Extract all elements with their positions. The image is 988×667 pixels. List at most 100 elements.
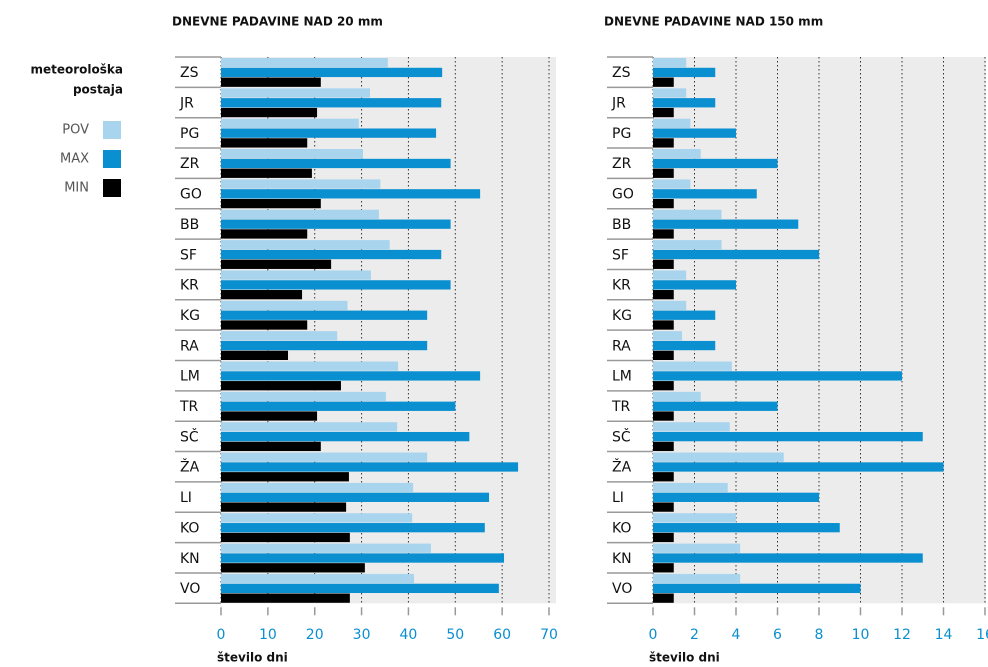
- bar: [221, 88, 371, 98]
- bar: [653, 198, 674, 209]
- bar: [221, 502, 347, 512]
- bar: [653, 411, 674, 421]
- bar: [221, 401, 456, 411]
- bar: [221, 462, 519, 472]
- bar: [653, 300, 687, 311]
- bar: [221, 532, 350, 543]
- y-tick-label: ŽA: [612, 458, 632, 476]
- y-tick-label: VO: [180, 581, 200, 597]
- bar: [653, 502, 674, 512]
- bar: [653, 138, 674, 148]
- y-tick-label: RA: [180, 338, 199, 354]
- bar: [653, 513, 736, 523]
- x-tick-label: 8: [815, 627, 824, 643]
- y-tick-label: PG: [180, 126, 199, 142]
- bar: [221, 573, 415, 584]
- bar: [221, 583, 499, 594]
- y-tick-label: RA: [612, 338, 631, 354]
- bar: [221, 381, 341, 391]
- y-tick-label: KG: [612, 308, 632, 324]
- bar: [221, 149, 363, 159]
- bar: [653, 77, 674, 87]
- bar: [221, 280, 451, 290]
- y-tick-label: JR: [179, 96, 194, 112]
- legend-swatch: [103, 150, 121, 168]
- bar: [653, 381, 674, 391]
- bar: [653, 107, 674, 118]
- bar: [653, 98, 716, 108]
- bar: [653, 280, 736, 290]
- bar: [221, 452, 428, 462]
- bar: [221, 543, 431, 553]
- y-tick-label: SČ: [612, 427, 631, 445]
- x-tick-label: 10: [852, 627, 870, 643]
- bar: [221, 411, 318, 421]
- bar: [221, 77, 321, 87]
- bar: [221, 118, 359, 128]
- bar: [221, 179, 381, 189]
- bar: [653, 482, 728, 493]
- bar: [221, 240, 390, 250]
- bar: [653, 179, 691, 189]
- legend-title: meteorološka: [30, 63, 123, 77]
- bar: [653, 452, 784, 462]
- axis-title: število dni: [217, 651, 288, 665]
- y-tick-label: KN: [180, 551, 200, 567]
- legend-swatch: [103, 121, 121, 139]
- y-tick-label: LM: [180, 369, 200, 385]
- chart-title: DNEVNE PADAVINE NAD 20 mm: [172, 15, 383, 29]
- x-tick-label: 30: [353, 627, 371, 643]
- x-tick-label: 2: [690, 627, 699, 643]
- bar: [653, 320, 674, 330]
- bar: [221, 209, 379, 220]
- x-tick-label: 12: [893, 627, 911, 643]
- bar: [653, 340, 716, 351]
- bar: [653, 553, 923, 563]
- bar: [653, 401, 778, 411]
- legend-title: postaja: [73, 83, 123, 97]
- bar: [653, 249, 819, 260]
- bar: [221, 189, 481, 199]
- bar: [653, 350, 674, 360]
- y-tick-label: KN: [612, 551, 632, 567]
- bar: [221, 350, 289, 360]
- bar: [221, 67, 443, 78]
- bar: [653, 371, 902, 381]
- x-tick-label: 50: [446, 627, 464, 643]
- bar: [653, 543, 741, 553]
- bar: [653, 422, 730, 432]
- bar: [221, 441, 321, 452]
- x-tick-label: 10: [259, 627, 277, 643]
- legend-label: POV: [62, 123, 89, 138]
- x-tick-label: 60: [493, 627, 511, 643]
- chart-title: DNEVNE PADAVINE NAD 150 mm: [604, 15, 823, 29]
- bar: [221, 219, 451, 229]
- bar: [653, 331, 683, 341]
- bar: [221, 563, 365, 573]
- y-tick-label: LI: [612, 490, 624, 506]
- bar: [653, 270, 687, 280]
- bar: [221, 320, 308, 330]
- bar: [221, 128, 437, 138]
- y-tick-label: BB: [612, 217, 631, 233]
- x-tick-label: 0: [217, 627, 226, 643]
- y-tick-label: JR: [611, 96, 626, 112]
- y-tick-label: KO: [612, 520, 631, 536]
- bar: [221, 361, 399, 371]
- y-tick-label: LI: [180, 490, 192, 506]
- bar: [653, 168, 674, 178]
- y-tick-label: PG: [612, 126, 631, 142]
- bar: [221, 107, 318, 118]
- legend-label: MIN: [64, 181, 89, 196]
- x-tick-label: 4: [732, 627, 741, 643]
- bar: [653, 189, 757, 199]
- bar: [653, 573, 741, 584]
- bar: [653, 58, 687, 68]
- x-tick-label: 14: [935, 627, 953, 643]
- bar: [221, 553, 505, 563]
- bar: [221, 391, 386, 402]
- bar: [653, 462, 944, 472]
- bar: [221, 472, 349, 482]
- bar: [653, 310, 716, 320]
